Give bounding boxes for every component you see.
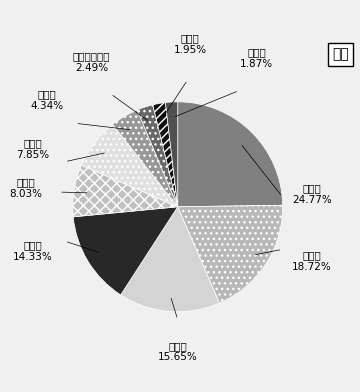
- Wedge shape: [153, 103, 178, 207]
- Wedge shape: [73, 165, 178, 217]
- Wedge shape: [137, 105, 178, 207]
- Wedge shape: [73, 207, 178, 295]
- Wedge shape: [165, 102, 178, 207]
- Text: 農林水産業費
2.49%: 農林水産業費 2.49%: [73, 51, 111, 73]
- Wedge shape: [81, 125, 178, 207]
- Text: 公債費
14.33%: 公債費 14.33%: [13, 240, 53, 261]
- Text: 教育費
8.03%: 教育費 8.03%: [9, 177, 42, 199]
- Text: 土木費
18.72%: 土木費 18.72%: [292, 250, 332, 272]
- Text: 衛生費
7.85%: 衛生費 7.85%: [16, 138, 49, 160]
- Text: 民生費
24.77%: 民生費 24.77%: [292, 183, 332, 205]
- Wedge shape: [178, 205, 283, 303]
- Wedge shape: [178, 102, 283, 207]
- Wedge shape: [113, 110, 178, 207]
- Text: その他
1.87%: その他 1.87%: [240, 47, 273, 69]
- Text: 総務費
15.65%: 総務費 15.65%: [158, 341, 198, 363]
- Text: 歳出: 歳出: [332, 47, 349, 62]
- Wedge shape: [121, 207, 220, 312]
- Text: 商工費
1.95%: 商工費 1.95%: [174, 33, 207, 55]
- Text: 消防費
4.34%: 消防費 4.34%: [30, 89, 63, 111]
